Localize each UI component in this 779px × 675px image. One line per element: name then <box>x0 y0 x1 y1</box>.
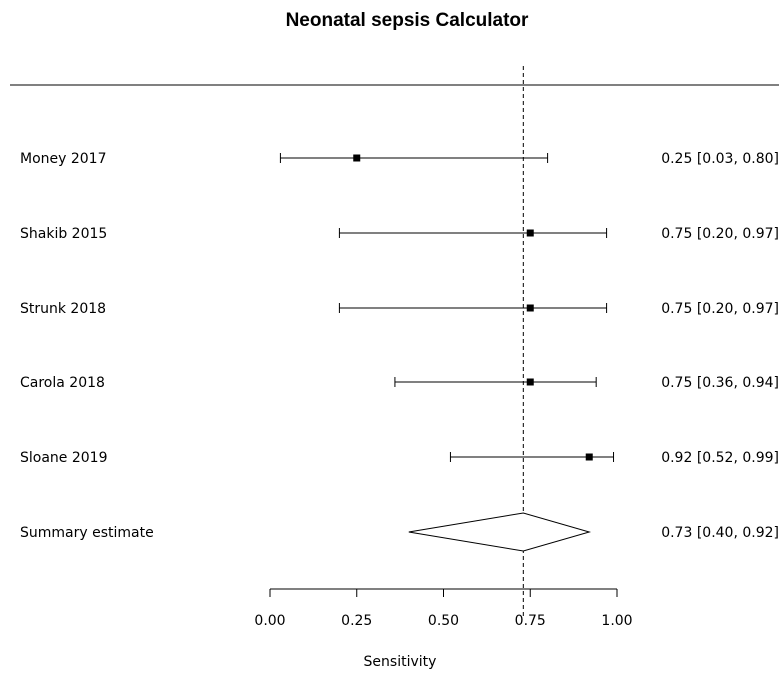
study-label: Carola 2018 <box>20 375 105 391</box>
summary-diamond <box>408 512 592 552</box>
x-tick-label: 1.00 <box>601 613 632 629</box>
point-estimate <box>353 154 361 162</box>
x-tick-label: 0.50 <box>428 613 459 629</box>
point-estimate <box>526 378 534 386</box>
summary-label: Summary estimate <box>20 525 154 541</box>
x-tick-label: 0.75 <box>515 613 546 629</box>
study-label: Sloane 2019 <box>20 450 108 466</box>
x-tick-label: 0.25 <box>341 613 372 629</box>
x-axis-label: Sensitivity <box>364 654 437 670</box>
study-label: Strunk 2018 <box>20 301 106 317</box>
study-label: Shakib 2015 <box>20 226 107 242</box>
study-label: Money 2017 <box>20 151 107 167</box>
estimate-text: 0.92 [0.52, 0.99] <box>661 450 779 466</box>
estimate-text: 0.75 [0.20, 0.97] <box>661 301 779 317</box>
chart-title: Neonatal sepsis Calculator <box>286 10 529 31</box>
estimate-text: 0.75 [0.36, 0.94] <box>661 375 779 391</box>
point-estimate <box>526 229 534 237</box>
point-estimate <box>585 453 593 461</box>
estimate-text: 0.25 [0.03, 0.80] <box>661 151 779 167</box>
estimate-text: 0.75 [0.20, 0.97] <box>661 226 779 242</box>
point-estimate <box>526 304 534 312</box>
summary-text: 0.73 [0.40, 0.92] <box>661 525 779 541</box>
x-tick-label: 0.00 <box>254 613 285 629</box>
